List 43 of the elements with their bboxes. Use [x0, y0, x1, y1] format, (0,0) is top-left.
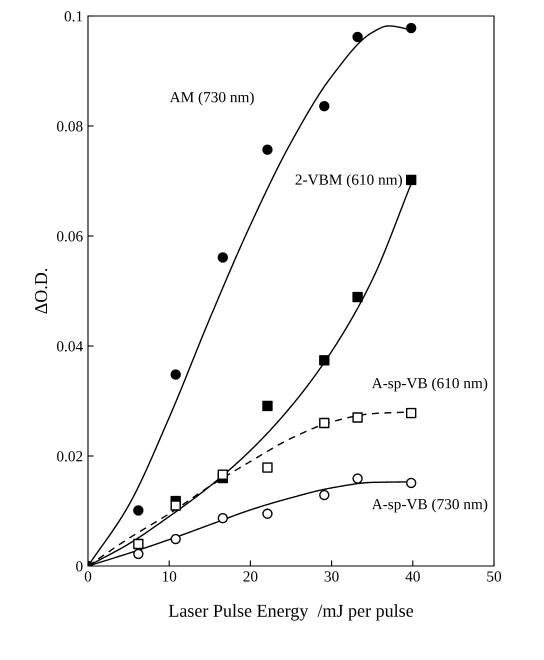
point [133, 548, 144, 560]
point [170, 500, 181, 511]
y-tick-label: 0.04 [56, 341, 83, 352]
point [319, 101, 330, 112]
point [218, 512, 228, 524]
point [352, 292, 363, 302]
x-tick-label: 40 [405, 571, 420, 582]
y-tick-label: 0 [76, 561, 83, 572]
point [319, 490, 330, 500]
text: AM (730 nm) [170, 92, 254, 106]
point [170, 534, 181, 544]
x-axis-title: Laser Pulse Energy /mJ per pulse [168, 604, 414, 621]
point [352, 412, 363, 423]
point [352, 473, 363, 484]
point [352, 32, 363, 42]
point [218, 470, 228, 480]
point [218, 252, 228, 263]
y-tick-label: 0.06 [56, 231, 83, 242]
y-tick-label: 0.1 [64, 11, 82, 22]
point [406, 22, 416, 34]
x-tick-label: 0 [84, 571, 92, 582]
point [262, 144, 273, 155]
point [133, 538, 144, 550]
point [406, 478, 416, 488]
point [406, 174, 416, 186]
point [319, 418, 330, 428]
x-tick-label: 10 [162, 571, 176, 582]
x-tick-label: 50 [487, 571, 502, 582]
point [170, 369, 181, 380]
series-label: A-sp-VB (730 nm) [372, 498, 488, 512]
y-tick-label: 0.02 [56, 451, 82, 462]
series-label: A-sp-VB (610 nm) [372, 378, 488, 392]
point [133, 505, 144, 516]
y-tick-label: 0.08 [56, 121, 83, 132]
x-tick-label: 20 [243, 571, 258, 582]
point [406, 408, 416, 418]
point [262, 400, 273, 412]
point [319, 355, 330, 366]
x-tick-label: 30 [324, 571, 339, 582]
y-axis-title: ΔO.D. [35, 268, 48, 314]
point [262, 508, 273, 519]
series-label: 2-VBM (610 nm) [296, 174, 402, 188]
point [262, 462, 273, 473]
